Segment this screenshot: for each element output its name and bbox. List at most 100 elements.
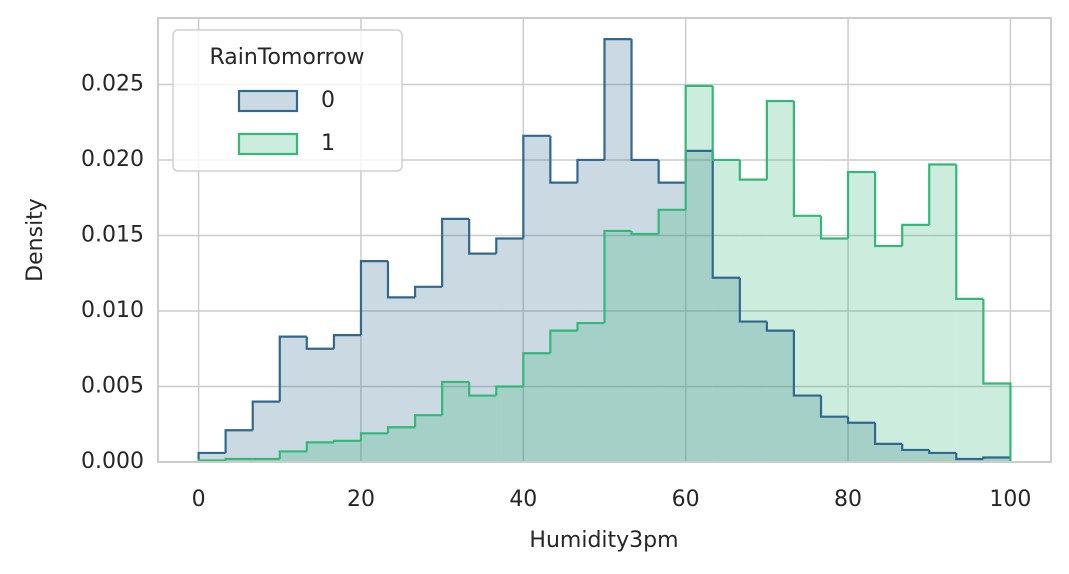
bar <box>956 458 984 462</box>
y-tick-label: 0.015 <box>81 222 144 247</box>
x-tick-label: 100 <box>989 487 1031 512</box>
bar <box>198 452 226 462</box>
bar <box>848 422 876 462</box>
bar-outline <box>819 395 849 418</box>
bar <box>577 323 605 462</box>
bar-outline <box>495 385 524 396</box>
bar <box>577 159 605 463</box>
bar-outline <box>657 208 686 234</box>
bar <box>658 209 686 462</box>
bar <box>550 330 578 462</box>
legend-swatch <box>237 132 299 156</box>
bar <box>496 238 524 462</box>
bar-outline <box>738 277 767 323</box>
bar <box>604 230 632 462</box>
legend-box <box>172 29 403 172</box>
bar <box>523 353 551 462</box>
bar <box>415 286 443 462</box>
bar <box>793 215 822 462</box>
legend-title: RainTomorrow <box>209 45 364 70</box>
bar-outline <box>359 432 388 441</box>
bar <box>875 443 903 462</box>
bar-outline <box>928 163 957 225</box>
bar <box>496 386 524 462</box>
bar <box>360 261 388 462</box>
bar <box>225 430 253 462</box>
bar-outline <box>224 429 253 453</box>
bar-outline <box>332 334 361 349</box>
bar <box>442 381 470 462</box>
bar-outline <box>684 84 713 210</box>
bar <box>442 218 470 462</box>
y-axis-label: Density <box>23 198 48 282</box>
bar-outline <box>792 330 822 397</box>
bar-outline <box>278 450 307 459</box>
bar-outline <box>603 229 632 324</box>
bar-outline <box>549 135 578 184</box>
bar-outline <box>305 441 334 452</box>
bar <box>712 159 740 463</box>
bar <box>631 159 659 463</box>
bar <box>766 330 794 462</box>
legend: RainTomorrow 0 1 <box>172 29 403 172</box>
bar <box>387 297 416 462</box>
bar-outline <box>576 158 605 183</box>
bar <box>983 457 1011 462</box>
bar-outline <box>251 400 280 431</box>
bar <box>469 253 497 462</box>
bar <box>712 277 740 462</box>
bar <box>252 401 280 462</box>
bar <box>766 101 794 463</box>
bar <box>225 458 253 462</box>
bar-outline <box>738 159 767 181</box>
x-tick-label: 80 <box>834 487 862 512</box>
bar-outline <box>928 449 957 455</box>
bar-outline <box>549 329 578 354</box>
bar-outline <box>522 352 551 387</box>
bar <box>983 383 1011 462</box>
bar-outline <box>468 381 497 397</box>
bar-outline <box>332 439 361 443</box>
y-tick-label: 0.020 <box>81 147 144 172</box>
bar <box>550 182 578 462</box>
bar-outline <box>386 261 416 299</box>
bar <box>252 458 280 462</box>
x-tick-label: 0 <box>192 487 206 512</box>
bar-outline <box>982 298 1012 462</box>
bar-outline <box>955 452 984 461</box>
bar-outline <box>630 39 659 162</box>
legend-label: 0 <box>321 88 335 113</box>
x-tick-label: 40 <box>509 487 537 512</box>
bar-outline <box>197 451 226 462</box>
bar <box>929 164 957 462</box>
x-axis-label: Humidity3pm <box>529 528 678 553</box>
y-tick-label: 0.025 <box>81 71 144 96</box>
y-tick-label: 0.010 <box>81 298 144 323</box>
bar <box>739 321 767 462</box>
bar-outline <box>522 134 551 239</box>
bar <box>279 451 307 462</box>
bar-outline <box>819 215 849 240</box>
bar-outline <box>846 416 876 424</box>
bar <box>387 427 416 462</box>
bar-outline <box>873 422 903 445</box>
x-tick-label: 60 <box>672 487 700 512</box>
bar <box>821 416 849 462</box>
bar <box>875 246 903 462</box>
x-tick-label: 20 <box>347 487 375 512</box>
bar-outline <box>901 223 930 247</box>
bar-outline <box>305 336 334 350</box>
bar-outline <box>359 260 388 336</box>
legend-swatch <box>237 89 299 113</box>
legend-label: 1 <box>321 131 335 156</box>
bar <box>902 449 930 462</box>
bar-outline <box>901 443 930 452</box>
bar <box>685 85 713 463</box>
bar <box>685 150 713 463</box>
bar <box>848 172 876 462</box>
bar <box>929 452 957 462</box>
bar-outline <box>603 38 632 160</box>
bar <box>415 415 443 462</box>
bar-outline <box>468 218 497 255</box>
